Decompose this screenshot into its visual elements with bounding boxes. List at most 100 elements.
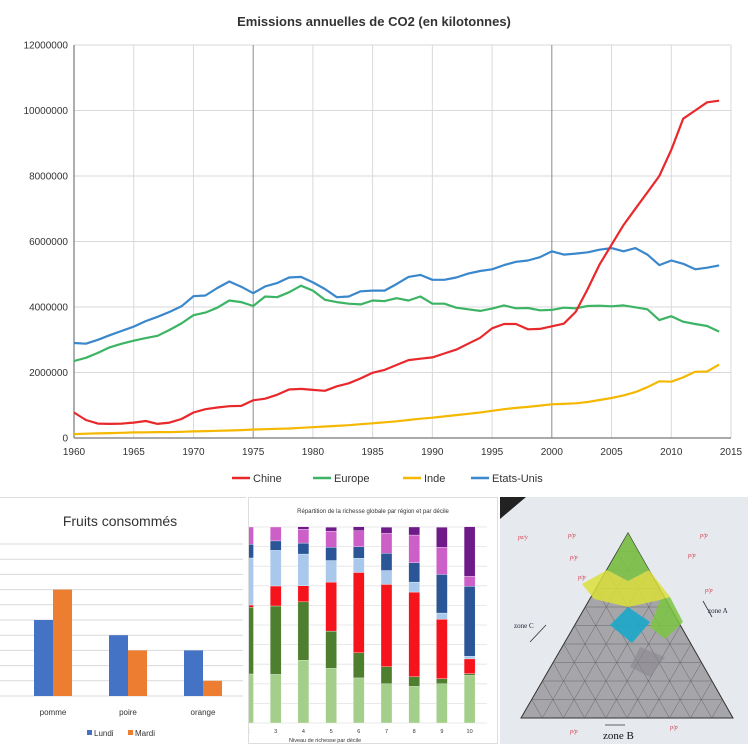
stack-segment-decile-6 [353,546,365,559]
stack-segment-decile-4 [297,526,310,530]
stack-segment-decile-5 [325,527,337,532]
stack-segment-decile-4 [297,601,310,661]
stack-segment-decile-5 [325,530,337,548]
legend-label-lundi: Lundi [94,729,114,738]
svg-text:p/p: p/p [569,729,578,735]
stack-segment-decile-9 [436,574,448,614]
stack-segment-decile-4 [297,542,310,555]
green-region-top [607,533,649,581]
stack-segment-decile-9 [436,619,448,679]
stack-segment-decile-7 [380,553,393,571]
co2-chart-panel: Emissions annuelles de CO2 (en kilotonne… [23,14,743,485]
stack-segment-decile-9 [436,612,448,620]
stack-segment-decile-7 [380,570,393,585]
stack-segment-decile-10 [463,586,476,657]
x-tick-label: 1990 [421,447,444,458]
stack-segment-decile-3 [270,550,282,587]
svg-text:p/p: p/p [567,533,576,539]
legend-label-chine: Chine [253,473,282,485]
stack-segment-decile-8 [408,526,420,536]
category-label: orange [191,708,216,717]
label-zone-b-backdrop [599,728,647,742]
stack-segment-decile-8 [408,581,420,593]
stack-segment-decile-3 [270,674,282,724]
svg-text:pz/y: pz/y [517,535,528,541]
decile-label: 3 [274,729,277,735]
legend-label-europe: Europe [334,473,369,485]
bar-pomme-lundi [34,620,53,696]
y-tick-label: 12000000 [24,41,69,52]
stack-segment-decile-7 [380,533,393,554]
stack-segment-decile-2 [249,673,254,724]
y-tick-label: 8000000 [29,172,68,183]
stack-segment-decile-8 [408,676,420,687]
stack-segment-decile-8 [408,562,420,583]
stack-segment-decile-3 [270,585,282,607]
category-label: pomme [40,708,67,717]
stack-segment-decile-7 [380,683,393,724]
stack-segment-decile-10 [463,673,476,676]
x-tick-label: 2010 [660,447,683,458]
legend-label-mardi: Mardi [135,729,155,738]
bar-orange-lundi [184,650,203,696]
legend-label-etats-unis: Etats-Unis [492,473,543,485]
ternary-gridline [595,588,670,719]
stack-segment-decile-8 [408,534,420,563]
y-tick-label: 6000000 [29,237,68,248]
photo-shadow-corner [500,497,526,519]
svg-text:p/p: p/p [699,533,708,539]
stack-segment-decile-2 [249,544,254,559]
bar-pomme-mardi [53,589,72,696]
stack-segment-decile-7 [380,666,393,684]
y-tick-label: 4000000 [29,303,68,314]
label-zone-b: zone B [603,730,634,742]
stack-segment-decile-8 [408,591,420,677]
wealth-chart-title: Répartition de la richesse globale par r… [297,509,449,515]
x-tick-label: 1985 [362,447,385,458]
ternary-diagram-photo: pz/y p/p p/p p/p p/p p/p p/p p/p p/p zone A zon… [500,497,748,744]
y-tick-label: 2000000 [29,368,68,379]
co2-line-chart: Emissions annuelles de CO2 (en kilotonne… [24,14,743,485]
series-line-etats-unis [73,247,720,345]
stack-segment-decile-8 [408,686,420,724]
bar-orange-mardi [203,680,222,696]
decile-label: 4 [302,729,305,735]
x-tick-label: 1995 [481,447,504,458]
series-line-europe [73,284,720,363]
ternary-gridline [584,588,660,719]
series-line-chine [73,99,720,425]
bar-poire-lundi [109,635,128,696]
bar-poire-mardi [128,650,147,696]
legend-swatch-mardi [128,730,133,735]
stack-segment-decile-5 [325,581,337,632]
decile-label: 9 [440,729,443,735]
stack-segment-decile-10 [463,675,476,724]
wealth-chart-panel: Répartition de la richesse globale par r… [248,497,498,744]
stack-segment-decile-4 [297,529,310,544]
stack-segment-decile-3 [270,605,282,675]
x-tick-label: 1970 [182,447,205,458]
ternary-gridline [552,662,585,719]
svg-text:p/p: p/p [577,575,586,581]
fruit-chart-title: Fruits consommés [63,513,177,529]
fruit-chart-panel: Fruits consommés pomme poire orange Lundi M… [0,497,246,745]
ternary-gridline [669,662,702,719]
yellow-region-right [628,570,670,607]
stack-segment-decile-2 [249,604,254,608]
stack-segment-decile-6 [353,558,365,573]
stack-segment-decile-2 [249,557,254,606]
stack-segment-decile-10 [463,656,476,660]
stack-segment-decile-6 [353,572,365,653]
stack-segment-decile-9 [436,683,448,724]
green-region-right [650,597,683,639]
yellow-region-left [582,570,628,607]
svg-text:p/p: p/p [569,555,578,561]
x-tick-label: 2005 [600,447,623,458]
stack-segment-decile-7 [380,584,393,667]
decile-label: 6 [357,729,360,735]
grey-shaded-region [630,647,665,677]
decile-label: 8 [413,729,416,735]
stack-segment-decile-6 [353,677,365,724]
chart-title: Emissions annuelles de CO2 (en kilotonne… [237,14,511,29]
legend-swatch-lundi [87,730,92,735]
